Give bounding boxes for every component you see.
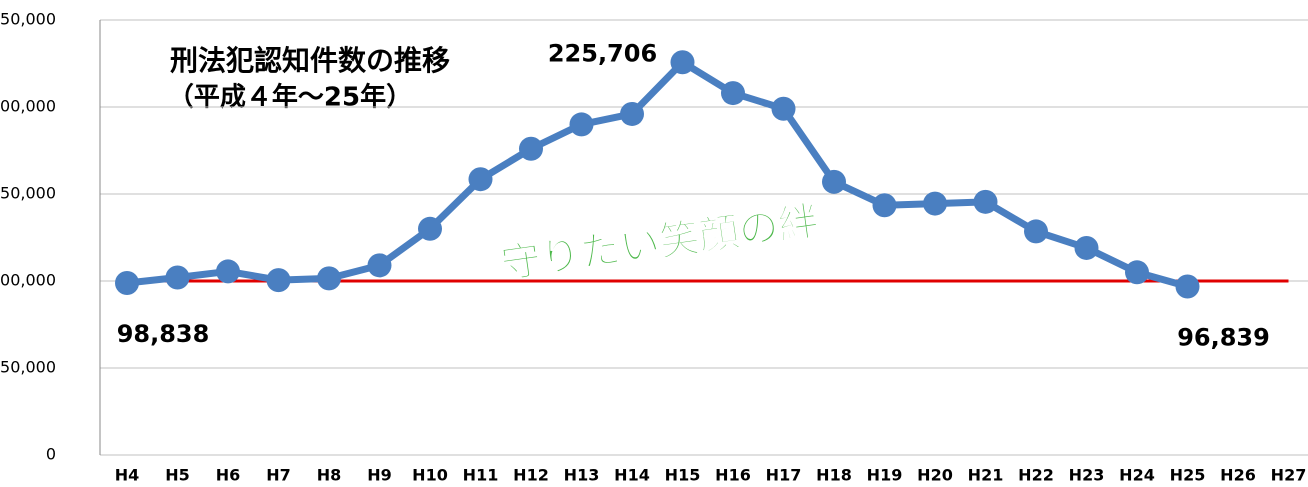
point: [1125, 260, 1149, 284]
point: [469, 167, 493, 191]
point: [822, 170, 846, 194]
x-tick-label: H12: [513, 466, 549, 485]
x-tick-label: H5: [165, 466, 190, 485]
point: [368, 253, 392, 277]
x-tick-label: H24: [1119, 466, 1155, 485]
x-tick-label: H26: [1220, 466, 1256, 485]
point: [873, 193, 897, 217]
x-tick-label: H14: [614, 466, 650, 485]
point: [115, 271, 139, 295]
y-tick-label: 200,000: [0, 97, 56, 116]
chart-subtitle: （平成４年～25年）: [168, 82, 412, 113]
y-tick-label: 100,000: [0, 271, 56, 290]
x-tick-label: H15: [665, 466, 701, 485]
point: [317, 266, 341, 290]
y-tick-label: 150,000: [0, 184, 56, 203]
point: [1075, 236, 1099, 260]
point: [418, 217, 442, 241]
x-tick-label: H21: [968, 466, 1004, 485]
x-tick-label: H7: [266, 466, 291, 485]
point: [570, 112, 594, 136]
x-tick-label: H16: [715, 466, 751, 485]
point: [974, 190, 998, 214]
data-label: 96,839: [1177, 324, 1270, 352]
data-label: 225,706: [548, 39, 657, 67]
chart-title: 刑法犯認知件数の推移: [170, 44, 450, 77]
x-tick-label: H10: [412, 466, 448, 485]
x-tick-label: H23: [1069, 466, 1105, 485]
point: [923, 192, 947, 216]
x-tick-label: H27: [1271, 466, 1307, 485]
data-label: 98,838: [117, 320, 210, 348]
point: [267, 268, 291, 292]
point: [620, 102, 644, 126]
point: [671, 50, 695, 74]
point: [1024, 219, 1048, 243]
x-tick-label: H18: [816, 466, 852, 485]
x-tick-label: H11: [463, 466, 499, 485]
y-tick-label: 50,000: [0, 358, 56, 377]
point: [216, 259, 240, 283]
x-tick-label: H25: [1170, 466, 1206, 485]
x-tick-label: H22: [1018, 466, 1054, 485]
x-tick-label: H13: [564, 466, 600, 485]
point: [519, 137, 543, 161]
x-tick-label: H19: [867, 466, 903, 485]
x-tick-label: H20: [917, 466, 953, 485]
x-tick-label: H6: [216, 466, 241, 485]
x-tick-label: H9: [367, 466, 392, 485]
point: [721, 81, 745, 105]
x-tick-label: H17: [766, 466, 802, 485]
y-tick-label: 250,000: [0, 10, 56, 29]
annotation: 守りたい笑顔の絆: [498, 198, 821, 288]
point: [1176, 275, 1200, 299]
point: [166, 266, 190, 290]
x-tick-label: H8: [317, 466, 342, 485]
y-tick-label: 0: [46, 445, 56, 464]
point: [772, 97, 796, 121]
x-tick-label: H4: [115, 466, 140, 485]
chart: 刑法犯認知件数の推移 （平成４年～25年） 守りたい笑顔の絆 0 50,000 10…: [0, 0, 1308, 487]
